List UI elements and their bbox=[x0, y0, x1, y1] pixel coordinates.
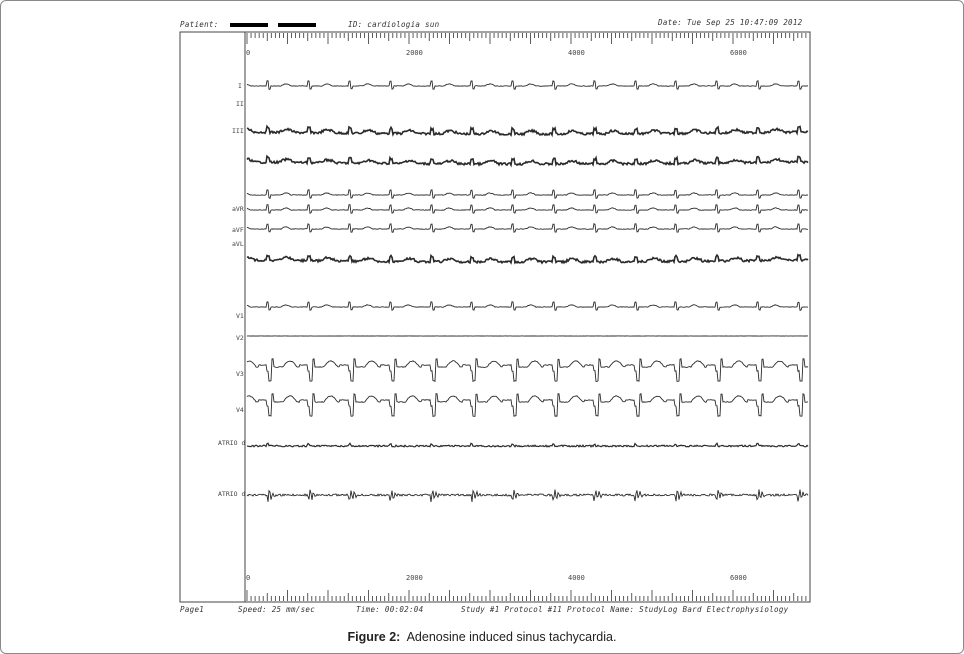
ecg-lead-trace bbox=[246, 124, 809, 138]
ecg-lead-trace bbox=[246, 253, 809, 265]
lead-label: V4 bbox=[236, 406, 244, 414]
bottom-tick-label: 6000 bbox=[730, 574, 747, 582]
lead-label: ATRIO d bbox=[218, 490, 246, 498]
lead-label: III bbox=[232, 127, 244, 135]
patient-label: Patient: bbox=[180, 20, 219, 29]
ecg-lead-trace bbox=[246, 80, 809, 90]
figure-caption: Figure 2: Adenosine induced sinus tachyc… bbox=[0, 630, 964, 644]
lead-label: V3 bbox=[236, 370, 244, 378]
lead-label: aVL bbox=[232, 240, 244, 248]
patient-redaction bbox=[230, 23, 268, 27]
lead-label: V2 bbox=[236, 334, 244, 342]
top-ruler bbox=[246, 33, 807, 44]
ecg-lead-trace bbox=[246, 393, 809, 417]
lead-label: aVF bbox=[232, 226, 244, 234]
lead-label: I bbox=[238, 82, 242, 90]
patient-redaction bbox=[278, 23, 316, 27]
top-tick-label: 6000 bbox=[730, 49, 747, 57]
ecg-lead-trace bbox=[246, 358, 809, 383]
date-text: Date: Tue Sep 25 10:47:09 2012 bbox=[658, 18, 803, 27]
speed-text: Speed: 25 mm/sec bbox=[238, 605, 316, 614]
top-tick-label: 0 bbox=[246, 49, 251, 57]
id-text: ID: cardiologia sun bbox=[348, 20, 440, 29]
bottom-tick-label: 4000 bbox=[568, 574, 585, 582]
caption-text: Adenosine induced sinus tachycardia. bbox=[406, 630, 617, 644]
ecg-lead-trace bbox=[246, 204, 809, 214]
ecg-traces bbox=[246, 80, 809, 503]
ecg-lead-trace bbox=[246, 154, 809, 168]
ecg-lead-trace bbox=[246, 442, 809, 448]
lead-label: V1 bbox=[236, 312, 244, 320]
bottom-ruler bbox=[246, 590, 807, 601]
ecg-border bbox=[179, 31, 811, 603]
lead-label: ATRIO d bbox=[218, 439, 246, 447]
time-text: Time: 00:02:04 bbox=[356, 605, 424, 614]
top-tick-label: 2000 bbox=[406, 49, 423, 57]
caption-label: Figure 2: bbox=[347, 630, 401, 644]
lead-label: aVR bbox=[232, 205, 244, 213]
bottom-tick-label: 0 bbox=[246, 574, 251, 582]
ecg-lead-trace bbox=[246, 222, 808, 233]
ecg-lead-trace bbox=[246, 189, 809, 199]
bottom-tick-label: 2000 bbox=[406, 574, 423, 582]
page-number: Page1 bbox=[180, 605, 205, 614]
study-text: Study #1 Protocol #11 Protocol Name: Stu… bbox=[461, 605, 789, 614]
lead-label: II bbox=[236, 100, 244, 108]
ecg-lead-trace bbox=[246, 489, 809, 503]
ecg-lead-trace bbox=[246, 301, 809, 311]
top-tick-label: 4000 bbox=[568, 49, 585, 57]
